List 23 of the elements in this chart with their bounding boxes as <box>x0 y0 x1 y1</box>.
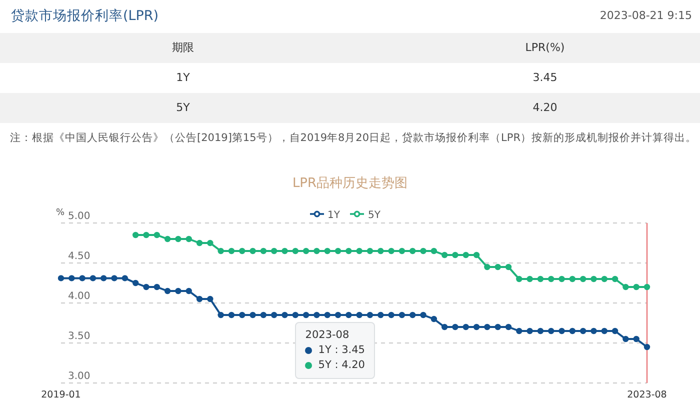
chart-title: LPR品种历史走势图 <box>292 176 408 191</box>
text: LPR(%) <box>525 41 565 55</box>
y-tick-label: 4.50 <box>68 251 90 262</box>
data-label: 3.45 <box>532 71 558 85</box>
x-tick-label: 2019-01 <box>41 390 81 401</box>
text: 贷款市场报价利率(LPR) <box>11 7 159 25</box>
text: 期限 <box>172 41 194 55</box>
annotation: 1Y : 3.45 <box>318 343 365 358</box>
data-label: 4.20 <box>532 101 558 115</box>
text: 2023-08-21 9:15 <box>600 9 692 22</box>
y-tick-label: 5.00 <box>68 211 90 222</box>
legend-label: 1Y <box>328 210 340 221</box>
annotation: 5Y : 4.20 <box>318 358 365 373</box>
y-tick-label: 3.50 <box>68 331 90 342</box>
category-label: 5Y <box>176 101 190 115</box>
category-label: 1Y <box>176 71 190 85</box>
legend-label: 5Y <box>368 210 380 221</box>
annotation: 2023-08 <box>305 328 350 343</box>
y-tick-label: 4.00 <box>68 291 90 302</box>
y-axis-title: % <box>56 208 65 218</box>
y-tick-label: 3.00 <box>68 371 90 382</box>
text: 注：根据《中国人民银行公告》（公告[2019]第15号），自2019年8月20日起，贷款市场报价利率（LPR）按新的形成机制报价并计算得出。 <box>10 131 697 145</box>
tooltip-panel: 2023-08 1Y : 3.45 5Y : 4.20 <box>295 322 375 379</box>
